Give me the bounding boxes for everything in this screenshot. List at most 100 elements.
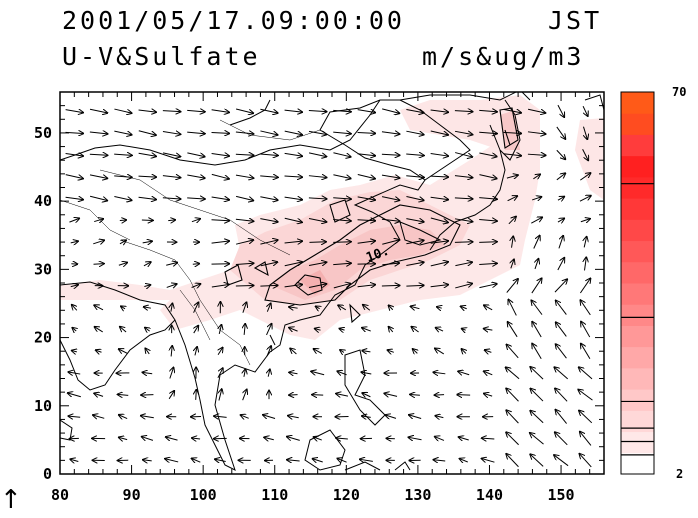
wind-arrow bbox=[308, 152, 326, 157]
wind-arrow bbox=[530, 389, 544, 402]
wind-arrow bbox=[462, 349, 466, 353]
wind-arrow bbox=[93, 264, 104, 265]
colorbar-swatch bbox=[621, 325, 654, 348]
wind-arrow bbox=[410, 394, 420, 395]
wind-arrow bbox=[506, 175, 518, 178]
wind-arrow bbox=[531, 278, 542, 294]
wind-arrow bbox=[362, 351, 371, 352]
wind-arrow bbox=[120, 327, 127, 333]
wind-arrow bbox=[336, 438, 348, 439]
wind-arrow bbox=[119, 220, 126, 221]
wind-arrow bbox=[333, 284, 350, 289]
wind-arrow bbox=[118, 394, 129, 395]
wind-arrow bbox=[484, 371, 493, 375]
wind-arrow bbox=[484, 305, 493, 309]
wind-arrow bbox=[187, 110, 205, 112]
wind-arrow bbox=[430, 262, 448, 267]
colorbar-swatch bbox=[621, 155, 654, 178]
wind-arrow bbox=[313, 459, 323, 462]
wind-arrow bbox=[211, 132, 230, 133]
wind-arrow bbox=[211, 284, 229, 287]
wind-arrow bbox=[406, 176, 424, 178]
wind-arrow bbox=[357, 285, 376, 287]
wind-arrow bbox=[65, 110, 83, 113]
colorbar-swatch bbox=[621, 389, 654, 411]
wind-arrow bbox=[219, 325, 221, 335]
wind-arrow bbox=[357, 197, 375, 200]
wind-arrow bbox=[93, 240, 104, 244]
wind-arrow bbox=[557, 104, 564, 117]
wind-arrow bbox=[485, 350, 492, 352]
wind-arrow bbox=[333, 174, 350, 179]
wind-arrow bbox=[138, 110, 157, 112]
wind-arrow bbox=[308, 262, 326, 265]
wind-arrow bbox=[260, 285, 277, 286]
wind-arrow bbox=[361, 372, 372, 374]
wind-arrow bbox=[166, 284, 177, 287]
coastlines bbox=[60, 92, 604, 471]
wind-arrow bbox=[381, 132, 399, 134]
wind-arrow bbox=[187, 175, 204, 178]
wind-arrow bbox=[211, 154, 229, 156]
wind-arrow bbox=[530, 454, 544, 467]
wind-arrow bbox=[145, 328, 150, 332]
wind-arrow bbox=[114, 108, 131, 113]
wind-arrow bbox=[532, 197, 541, 200]
wind-arrow bbox=[114, 196, 131, 201]
x-tick-label: 150 bbox=[548, 486, 575, 504]
wind-arrow bbox=[385, 415, 397, 418]
wind-arrow bbox=[114, 154, 132, 155]
wind-arrow bbox=[72, 351, 77, 352]
wind-arrow bbox=[118, 263, 127, 266]
wind-arrow bbox=[333, 132, 351, 134]
wind-arrow bbox=[308, 131, 326, 134]
wind-arrow bbox=[65, 197, 83, 199]
colorbar-swatch bbox=[621, 367, 654, 390]
y-tick-label: 50 bbox=[34, 124, 52, 142]
wind-arrow bbox=[333, 220, 351, 221]
wind-arrow bbox=[381, 154, 400, 155]
y-tick-label: 30 bbox=[34, 260, 52, 278]
wind-arrow bbox=[527, 154, 546, 155]
wind-arrow bbox=[72, 328, 76, 331]
wind-arrow bbox=[162, 132, 180, 135]
wind-arrow bbox=[555, 432, 568, 446]
wind-arrow bbox=[284, 110, 303, 112]
wind-arrow bbox=[143, 460, 152, 461]
wind-arrow bbox=[142, 372, 153, 373]
wind-arrow bbox=[340, 350, 344, 352]
wind-arrow bbox=[94, 305, 104, 311]
wind-arrow bbox=[93, 415, 105, 418]
wind-arrow bbox=[195, 347, 197, 356]
variable-label: U-V&Sulfate bbox=[62, 42, 261, 71]
wind-arrow bbox=[558, 236, 563, 249]
wind-arrow bbox=[362, 393, 371, 397]
wind-arrow bbox=[357, 110, 375, 113]
wind-arrow bbox=[196, 390, 197, 400]
wind-arrow bbox=[143, 262, 151, 266]
colorbar-swatch bbox=[621, 410, 654, 433]
wind-arrow bbox=[70, 241, 78, 243]
wind-arrow bbox=[484, 394, 493, 397]
wind-arrow bbox=[191, 219, 200, 222]
wind-arrow bbox=[95, 327, 103, 333]
y-tick-label: 0 bbox=[43, 465, 52, 483]
wind-arrow bbox=[235, 108, 253, 113]
wind-arrow bbox=[533, 236, 540, 249]
wind-arrow bbox=[384, 393, 398, 396]
wind-arrow bbox=[145, 348, 149, 353]
wind-arrow bbox=[308, 198, 327, 199]
wind-arrow bbox=[455, 152, 472, 157]
wind-arrow bbox=[308, 219, 326, 222]
wind-arrow bbox=[458, 371, 470, 374]
wind-arrow bbox=[235, 263, 254, 264]
wind-arrow bbox=[333, 263, 351, 264]
wind-arrow bbox=[89, 195, 107, 200]
wind-arrow bbox=[187, 152, 204, 157]
wind-arrow bbox=[68, 372, 81, 374]
wind-arrow bbox=[430, 217, 448, 223]
wind-arrow bbox=[459, 437, 469, 440]
wind-arrow bbox=[437, 307, 442, 308]
wind-arrow bbox=[406, 130, 423, 134]
wind-arrow bbox=[215, 459, 226, 461]
